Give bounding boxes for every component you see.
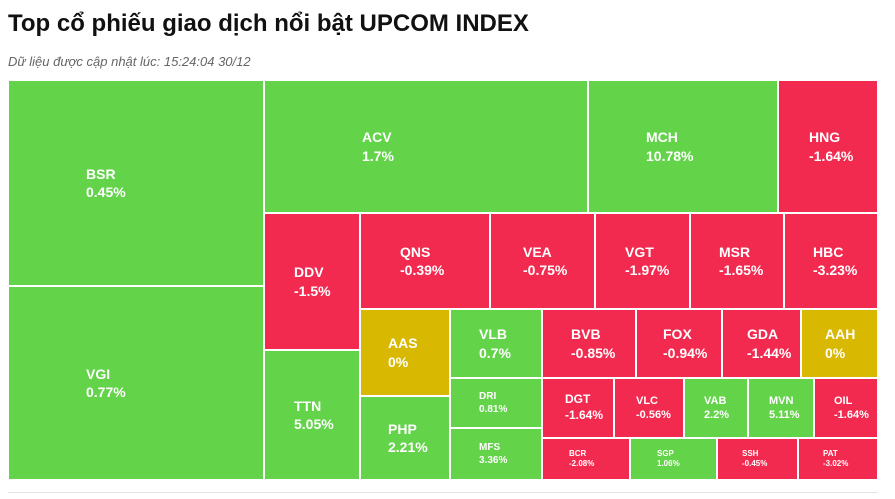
tile-change: -0.39% <box>400 262 445 278</box>
stock-tile[interactable]: MSR -1.65% <box>690 213 784 309</box>
tile-symbol: BVB <box>571 326 601 343</box>
tile-change: -1.65% <box>719 262 764 278</box>
tile-symbol: QNS <box>400 243 431 260</box>
tile-change: 10.78% <box>646 147 694 164</box>
stock-tile[interactable]: MVN 5.11% <box>748 378 814 438</box>
title: Top cổ phiếu giao dịch nổi bật UPCOM IND… <box>8 10 529 37</box>
tile-change: -2.08% <box>569 459 595 468</box>
tile-change: -0.85% <box>571 344 616 361</box>
tile-change: -1.97% <box>625 262 670 278</box>
tile-change: -1.5% <box>294 282 331 299</box>
tile-symbol: SSH <box>742 448 759 458</box>
tile-symbol: ACV <box>362 129 392 146</box>
stock-tile[interactable]: QNS -0.39% <box>360 213 490 309</box>
tile-change: 0.81% <box>479 404 508 415</box>
tile-change: 0.77% <box>86 384 126 400</box>
tile-change: 0% <box>388 353 409 370</box>
tile-symbol: VAB <box>704 394 727 407</box>
tile-symbol: BCR <box>569 448 587 458</box>
stock-tile[interactable]: ACV 1.7% <box>264 80 588 213</box>
tile-change: 0.45% <box>86 184 126 200</box>
tile-change: -0.45% <box>742 459 768 468</box>
tile-change: -3.02% <box>823 459 849 468</box>
tile-change: 0% <box>825 344 846 361</box>
stock-tile[interactable]: BCR -2.08% <box>542 438 630 480</box>
tile-symbol: HNG <box>809 129 841 146</box>
stock-tile[interactable]: VGI 0.77% <box>8 286 264 480</box>
tile-symbol: BSR <box>86 165 116 182</box>
stock-tile[interactable]: HNG -1.64% <box>778 80 878 213</box>
stock-tile[interactable]: VLB 0.7% <box>450 309 542 378</box>
tile-symbol: VEA <box>523 243 552 260</box>
stock-tile[interactable]: SGP 1.06% <box>630 438 717 480</box>
subtitle: Dữ liệu được cập nhật lúc: 15:24:04 30/1… <box>8 54 251 69</box>
tile-symbol: OIL <box>834 394 853 407</box>
stock-tile[interactable]: PAT -3.02% <box>798 438 878 480</box>
stock-tile[interactable]: VEA -0.75% <box>490 213 595 309</box>
tile-change: -0.94% <box>663 344 708 361</box>
tile-symbol: VLC <box>636 394 658 407</box>
tile-change: 3.36% <box>479 455 508 466</box>
tile-symbol: DGT <box>565 392 591 407</box>
tile-change: -1.64% <box>565 408 604 422</box>
tile-symbol: HBC <box>813 243 844 260</box>
tile-symbol: DRI <box>479 391 497 402</box>
tile-symbol: DDV <box>294 264 324 281</box>
stock-tile[interactable]: VGT -1.97% <box>595 213 690 309</box>
tile-symbol: MFS <box>479 442 501 453</box>
tile-symbol: SGP <box>657 448 674 458</box>
tile-change: -1.64% <box>809 147 854 164</box>
tile-change: 2.21% <box>388 439 428 455</box>
stock-tile[interactable]: VAB 2.2% <box>684 378 748 438</box>
divider <box>8 492 878 493</box>
tile-symbol: VGT <box>625 243 654 260</box>
stock-tile[interactable]: TTN 5.05% <box>264 350 360 480</box>
stock-tile[interactable]: DGT -1.64% <box>542 378 614 438</box>
tile-symbol: MVN <box>769 394 794 407</box>
stock-tile[interactable]: BVB -0.85% <box>542 309 636 378</box>
tile-symbol: TTN <box>294 397 322 414</box>
tile-change: 1.7% <box>362 147 394 164</box>
tile-symbol: MSR <box>719 243 751 260</box>
tile-change: 5.11% <box>769 409 800 421</box>
tile-symbol: GDA <box>747 326 779 343</box>
tile-symbol: VGI <box>86 365 111 382</box>
stock-tile[interactable]: AAS 0% <box>360 309 450 396</box>
stock-tile[interactable]: FOX -0.94% <box>636 309 722 378</box>
tile-change: 1.06% <box>657 459 680 468</box>
stock-tile[interactable]: GDA -1.44% <box>722 309 801 378</box>
stock-tile[interactable]: HBC -3.23% <box>784 213 878 309</box>
stock-tile[interactable]: DRI 0.81% <box>450 378 542 428</box>
stock-tile[interactable]: MCH 10.78% <box>588 80 778 213</box>
tile-symbol: PAT <box>823 448 838 458</box>
stock-tile[interactable]: PHP 2.21% <box>360 396 450 480</box>
tile-change: -1.64% <box>834 409 869 421</box>
tile-symbol: MCH <box>646 129 678 146</box>
stock-tile[interactable]: BSR 0.45% <box>8 80 264 286</box>
stock-tile[interactable]: OIL -1.64% <box>814 378 878 438</box>
tile-symbol: AAH <box>825 326 856 343</box>
tile-symbol: FOX <box>663 326 692 343</box>
stock-tile[interactable]: MFS 3.36% <box>450 428 542 480</box>
stock-tile[interactable]: DDV -1.5% <box>264 213 360 350</box>
tile-symbol: VLB <box>479 326 507 343</box>
stock-tile[interactable]: AAH 0% <box>801 309 878 378</box>
tile-change: -1.44% <box>747 344 792 361</box>
stock-tile[interactable]: VLC -0.56% <box>614 378 684 438</box>
tile-change: -3.23% <box>813 262 858 278</box>
tile-symbol: PHP <box>388 420 417 437</box>
tile-change: 0.7% <box>479 344 511 361</box>
tile-change: 5.05% <box>294 416 334 432</box>
tile-change: -0.56% <box>636 409 671 421</box>
tile-change: 2.2% <box>704 409 730 421</box>
tile-change: -0.75% <box>523 262 568 278</box>
stock-tile[interactable]: SSH -0.45% <box>717 438 798 480</box>
tile-symbol: AAS <box>388 335 418 352</box>
